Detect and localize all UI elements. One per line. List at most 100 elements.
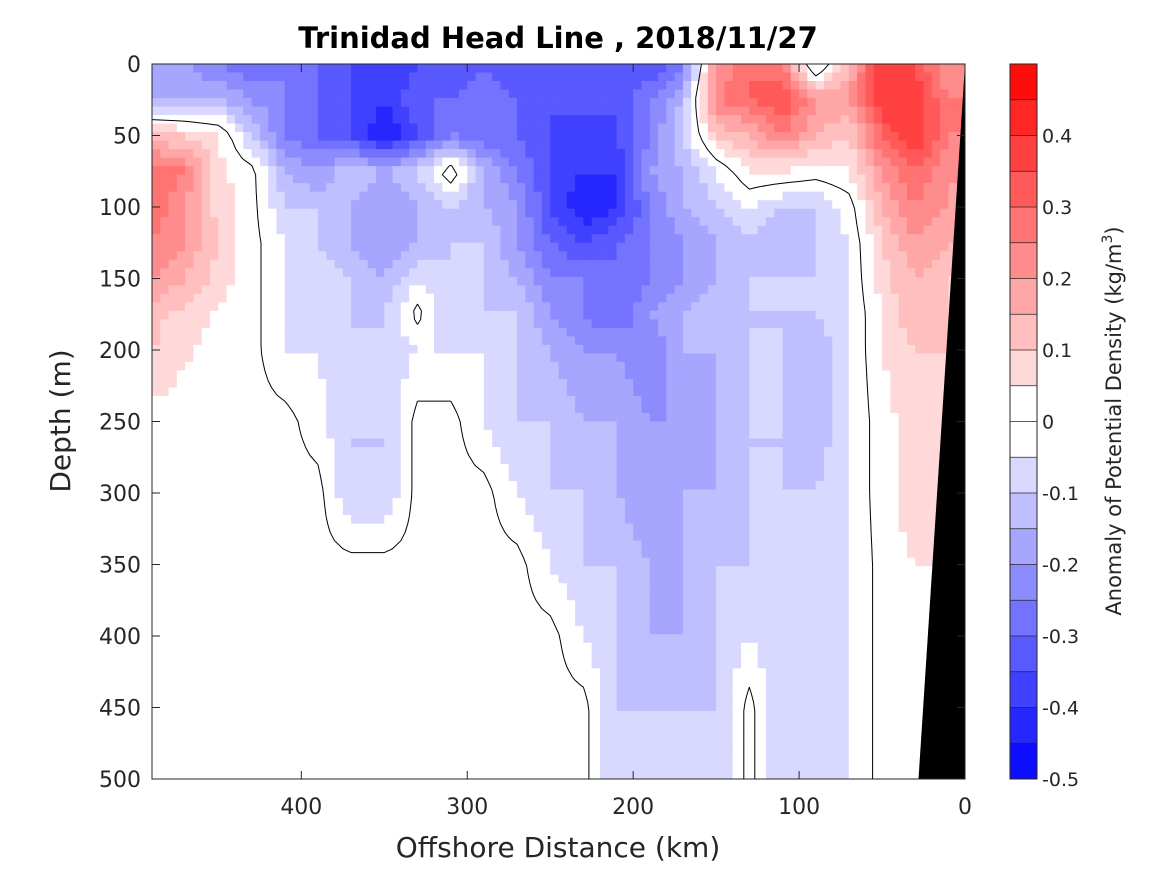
field-cell	[915, 472, 925, 482]
field-cell	[716, 64, 726, 74]
field-cell	[284, 72, 294, 82]
field-cell	[707, 140, 717, 150]
field-cell	[392, 293, 402, 303]
field-cell	[367, 293, 377, 303]
field-cell	[226, 310, 236, 320]
field-cell	[641, 319, 651, 329]
field-cell	[409, 251, 419, 261]
field-cell	[658, 64, 667, 74]
field-cell	[732, 285, 742, 295]
field-cell	[865, 217, 875, 227]
field-cell	[475, 293, 485, 303]
field-cell	[691, 72, 701, 82]
field-cell	[840, 234, 850, 244]
field-cell	[317, 225, 327, 235]
field-cell	[533, 327, 543, 337]
field-cell	[790, 438, 800, 448]
field-cell	[226, 395, 236, 406]
field-cell	[168, 183, 178, 193]
field-cell	[906, 98, 916, 108]
field-cell	[218, 489, 228, 499]
field-cell	[467, 64, 477, 74]
field-cell	[906, 89, 916, 99]
field-cell	[799, 72, 808, 82]
field-cell	[276, 174, 286, 184]
field-cell	[575, 200, 584, 210]
field-cell	[334, 319, 344, 329]
field-cell	[832, 208, 842, 218]
field-cell	[508, 387, 518, 397]
field-cell	[251, 242, 261, 252]
field-cell	[807, 89, 817, 99]
field-cell	[176, 268, 186, 278]
field-cell	[682, 106, 692, 116]
field-cell	[558, 191, 568, 201]
field-cell	[624, 123, 634, 133]
field-cell	[359, 191, 369, 201]
field-cell	[152, 353, 161, 363]
field-cell	[417, 81, 427, 91]
field-cell	[334, 387, 344, 397]
field-cell	[807, 98, 817, 108]
field-cell	[716, 242, 726, 252]
field-cell	[774, 242, 784, 252]
field-cell	[525, 361, 535, 372]
field-cell	[384, 242, 394, 252]
field-cell	[674, 387, 684, 397]
field-cell	[649, 327, 659, 337]
field-cell	[873, 293, 883, 303]
field-cell	[409, 268, 419, 278]
field-cell	[168, 72, 178, 82]
field-cell	[201, 166, 211, 176]
field-cell	[633, 234, 643, 244]
field-cell	[317, 293, 327, 303]
field-cell	[882, 183, 891, 193]
field-cell	[168, 327, 178, 337]
field-cell	[790, 174, 800, 184]
field-cell	[317, 242, 327, 252]
field-cell	[243, 319, 253, 329]
field-cell	[624, 327, 634, 337]
field-cell	[923, 81, 933, 91]
field-cell	[749, 353, 759, 363]
field-cell	[840, 259, 850, 269]
field-cell	[956, 81, 965, 91]
field-cell	[168, 268, 178, 278]
field-cell	[284, 430, 294, 440]
field-cell	[367, 149, 377, 159]
field-cell	[309, 472, 319, 482]
field-cell	[583, 489, 593, 499]
field-cell	[326, 89, 336, 99]
field-cell	[815, 115, 825, 125]
field-cell	[823, 412, 833, 423]
field-cell	[923, 310, 933, 320]
field-cell	[724, 344, 734, 354]
field-cell	[409, 242, 419, 252]
field-cell	[633, 455, 643, 465]
field-cell	[193, 378, 203, 389]
field-cell	[807, 489, 817, 499]
field-cell	[649, 140, 659, 150]
field-cell	[483, 336, 493, 346]
field-cell	[176, 106, 186, 116]
field-cell	[691, 361, 701, 372]
field-cell	[309, 259, 319, 269]
field-cell	[940, 217, 950, 227]
field-cell	[210, 106, 219, 116]
field-cell	[309, 412, 319, 423]
field-cell	[243, 489, 253, 499]
field-cell	[301, 302, 311, 312]
field-cell	[575, 438, 584, 448]
field-cell	[185, 310, 195, 320]
field-cell	[400, 378, 410, 389]
field-cell	[268, 344, 278, 354]
field-cell	[367, 123, 377, 133]
field-cell	[799, 115, 808, 125]
field-cell	[558, 464, 568, 474]
field-cell	[550, 472, 560, 482]
field-cell	[583, 64, 593, 74]
field-cell	[442, 242, 452, 252]
field-cell	[741, 191, 750, 201]
field-cell	[317, 72, 327, 82]
field-cell	[375, 132, 385, 142]
